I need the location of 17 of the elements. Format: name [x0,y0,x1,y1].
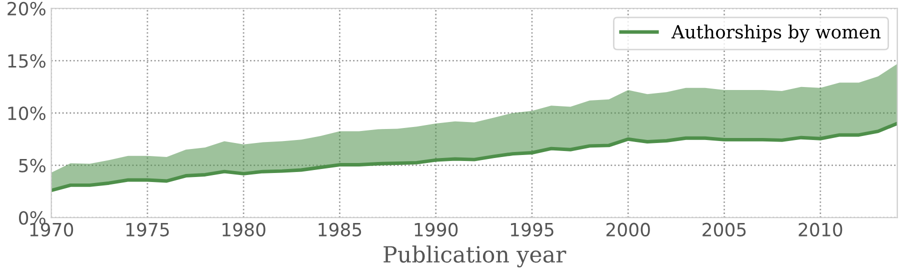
x-tick-label: 2000 [606,222,650,236]
y-tick-label: 15% [8,54,46,68]
x-tick-label: 2005 [702,222,746,236]
y-tick-label: 5% [19,158,46,172]
x-tick-label: 1995 [510,222,554,236]
y-tick-label: 20% [8,2,46,16]
x-axis-title: Publication year [384,246,566,268]
legend-label: Authorships by women [671,24,881,42]
y-tick-label: 0% [18,211,46,225]
x-tick-label: 1990 [414,222,458,236]
x-tick-label: 1980 [222,222,266,236]
y-tick-label: 10% [8,106,46,120]
x-tick-label: 2010 [798,222,842,236]
x-tick-label: 1975 [126,222,169,236]
x-tick-label: 1970 [30,222,74,236]
x-tick-label: 1985 [318,222,362,236]
line-series [51,122,898,192]
